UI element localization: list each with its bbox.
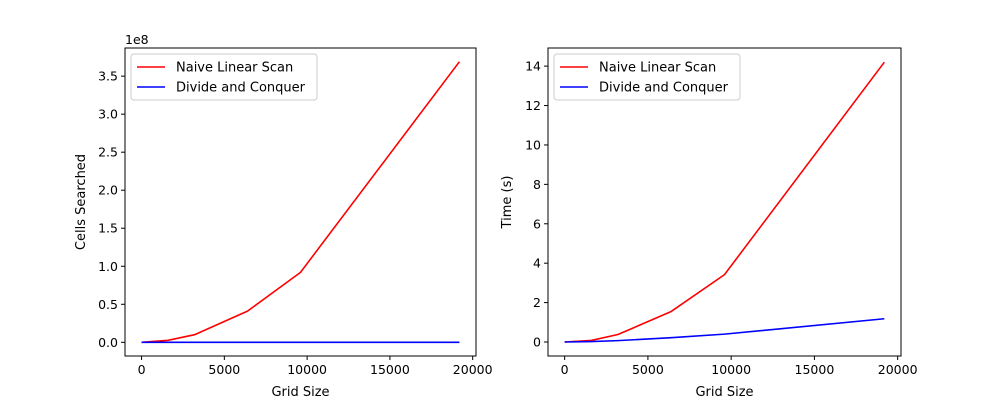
y-tick-label: 0.0 [98,335,118,350]
x-tick-label: 15000 [795,362,835,377]
time-plot: Grid Size Time (s) 0 5000 10000 15000 20000 … [500,47,918,400]
x-tick-label: 10000 [287,362,327,377]
cells-searched-plot: 1e8 Grid Size Cells Searched 0 5000 10000 1… [74,32,493,400]
x-tick-label: 5000 [632,362,664,377]
y-tick-label: 1.0 [98,259,118,274]
legend-label: Naive Linear Scan [176,61,293,76]
legend-label: Divide and Conquer [599,81,729,96]
x-tick-label: 15000 [370,362,410,377]
y-tick-label: 8 [533,177,541,192]
plot-frame [124,47,477,357]
y-tick-label: 3.5 [98,69,118,84]
x-tick-label: 0 [138,362,146,377]
legend: Naive Linear Scan Divide and Conquer [553,53,741,101]
x-axis-label: Grid Size [695,385,753,400]
y-axis-label: Time (s) [500,176,515,230]
x-tick-label: 20000 [453,362,493,377]
x-tick-label: 10000 [711,362,751,377]
y-tick-label: 14 [525,59,541,74]
series-line [564,317,885,343]
y-tick-label: 3.0 [98,107,118,122]
data-lines [141,61,461,344]
y-tick-label: 6 [533,216,541,231]
y-tick-label: 0 [533,335,541,350]
x-tick-label: 20000 [878,362,918,377]
y-tick-label: 4 [533,256,541,271]
y-tick-label: 2 [533,295,541,310]
plot-frame [547,47,902,357]
y-tick-label: 12 [525,98,541,113]
legend: Naive Linear Scan Divide and Conquer [130,53,318,101]
series-line [564,61,885,343]
y-tick-label: 2.0 [98,183,118,198]
y-axis-label: Cells Searched [74,154,89,250]
legend-label: Divide and Conquer [176,81,306,96]
y-ticks: 0 2 4 6 8 10 12 14 [525,59,548,350]
x-tick-label: 5000 [208,362,240,377]
legend-box [553,53,741,101]
y-offset-text: 1e8 [125,32,149,47]
legend-box [130,53,318,101]
y-tick-label: 10 [525,137,541,152]
y-tick-label: 1.5 [98,221,118,236]
data-lines [564,61,885,343]
y-tick-label: 2.5 [98,145,118,160]
y-ticks: 0.0 0.5 1.0 1.5 2.0 2.5 3.0 3.5 [98,69,125,350]
legend-label: Naive Linear Scan [599,61,716,76]
x-axis-label: Grid Size [271,385,329,400]
series-line [141,61,461,344]
x-ticks: 0 5000 10000 15000 20000 [138,356,493,377]
y-tick-label: 0.5 [98,297,118,312]
x-ticks: 0 5000 10000 15000 20000 [561,356,918,377]
x-tick-label: 0 [561,362,569,377]
